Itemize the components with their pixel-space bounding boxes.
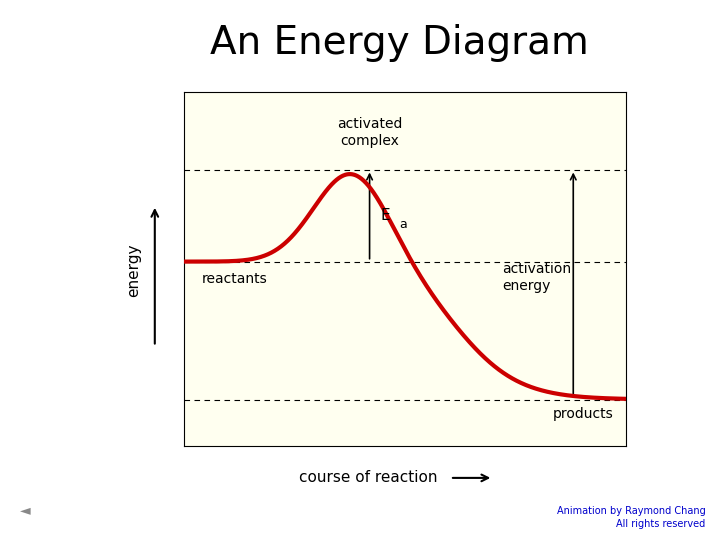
Text: activated
complex: activated complex <box>337 117 402 148</box>
Text: An Energy Diagram: An Energy Diagram <box>210 24 589 62</box>
Text: Animation by Raymond Chang
All rights reserved: Animation by Raymond Chang All rights re… <box>557 506 706 529</box>
Text: energy: energy <box>126 243 140 297</box>
Text: reactants: reactants <box>202 272 267 286</box>
Text: ◄: ◄ <box>20 503 30 517</box>
Text: E: E <box>381 208 390 223</box>
Text: activation
energy: activation energy <box>503 262 572 293</box>
Text: products: products <box>552 407 613 421</box>
Text: a: a <box>400 218 408 231</box>
Text: course of reaction: course of reaction <box>299 470 437 485</box>
